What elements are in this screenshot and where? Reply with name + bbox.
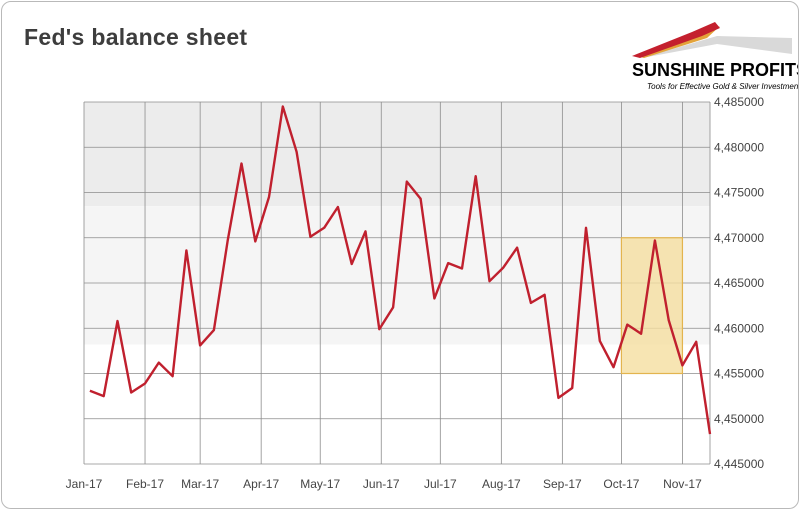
y-tick-label: 4,485000 — [714, 95, 764, 109]
x-tick-label: Jan-17 — [66, 477, 103, 491]
y-tick-label: 4,460000 — [714, 321, 764, 335]
x-tick-label: Aug-17 — [482, 477, 521, 491]
x-tick-label: Nov-17 — [663, 477, 702, 491]
background-bands — [84, 102, 710, 345]
x-axis-ticks: Jan-17 Feb-17 Mar-17 Apr-17 May-17 Jun-17 Jul-… — [66, 477, 702, 491]
x-tick-label: Jul-17 — [424, 477, 457, 491]
x-tick-label: Oct-17 — [603, 477, 639, 491]
y-tick-label: 4,445000 — [714, 457, 764, 471]
x-tick-label: Feb-17 — [126, 477, 164, 491]
x-tick-label: Mar-17 — [181, 477, 219, 491]
grid-lines — [83, 101, 711, 465]
y-axis-ticks: 4,445000 4,450000 4,455000 4,460000 4,465000… — [714, 95, 764, 471]
chart-title: Fed's balance sheet — [24, 24, 248, 50]
sunshine-profits-logo — [632, 22, 792, 58]
band-top — [84, 102, 710, 207]
y-tick-label: 4,475000 — [714, 186, 764, 200]
logo-tagline: Tools for Effective Gold & Silver Invest… — [647, 82, 799, 91]
series-line — [89, 105, 712, 435]
x-tick-label: Jun-17 — [363, 477, 400, 491]
y-tick-label: 4,470000 — [714, 231, 764, 245]
y-tick-label: 4,450000 — [714, 412, 764, 426]
y-tick-label: 4,465000 — [714, 276, 764, 290]
x-tick-label: May-17 — [300, 477, 340, 491]
x-tick-label: Sep-17 — [543, 477, 582, 491]
logo-brand-text: SUNSHINE PROFITS — [632, 60, 799, 80]
logo-swoosh-grey — [642, 36, 792, 58]
y-tick-label: 4,455000 — [714, 367, 764, 381]
y-tick-label: 4,480000 — [714, 140, 764, 154]
series-group — [89, 105, 712, 435]
x-tick-label: Apr-17 — [243, 477, 279, 491]
logo-swoosh-red — [632, 22, 720, 58]
